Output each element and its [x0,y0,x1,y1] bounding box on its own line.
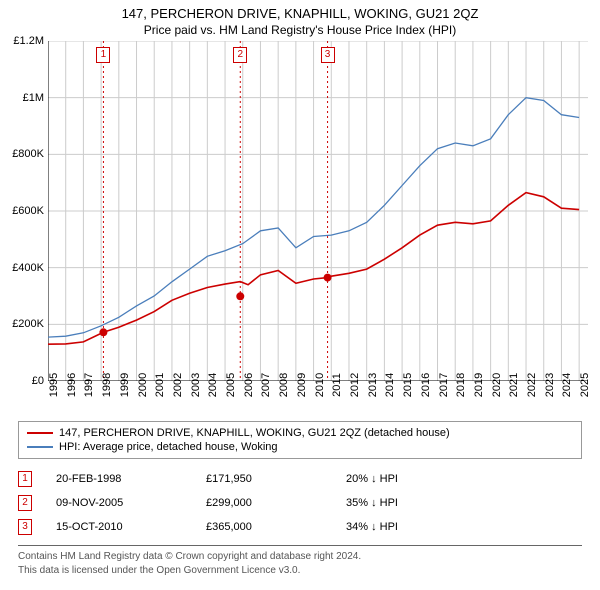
y-tick-label: £800K [12,148,48,160]
chart-title: 147, PERCHERON DRIVE, KNAPHILL, WOKING, … [0,0,600,21]
y-tick-label: £400K [12,262,48,274]
x-tick-label: 2011 [331,373,343,397]
sale-marker-icon: 2 [18,495,32,511]
x-tick-label: 2025 [579,373,591,397]
x-tick-label: 2015 [402,373,414,397]
sale-marker-box: 2 [233,47,247,63]
sale-marker-box: 1 [96,47,110,63]
x-tick-label: 1995 [48,373,60,397]
footer-line: Contains HM Land Registry data © Crown c… [18,550,582,564]
sale-price: £299,000 [206,497,346,509]
sale-marker-icon: 1 [18,471,32,487]
y-tick-label: £1.2M [13,35,48,47]
legend-label: 147, PERCHERON DRIVE, KNAPHILL, WOKING, … [59,427,450,439]
sales-row: 2 09-NOV-2005 £299,000 35% ↓ HPI [18,491,582,515]
x-tick-label: 1996 [66,373,78,397]
x-tick-label: 2018 [455,373,467,397]
x-tick-label: 2020 [491,373,503,397]
plot-area: £0£200K£400K£600K£800K£1M£1.2M 123 [48,41,588,381]
legend-item: HPI: Average price, detached house, Woki… [27,440,573,454]
x-tick-label: 2016 [420,373,432,397]
legend-label: HPI: Average price, detached house, Woki… [59,441,278,453]
chart-container: 147, PERCHERON DRIVE, KNAPHILL, WOKING, … [0,0,600,590]
x-tick-label: 2002 [172,373,184,397]
y-tick-label: £1M [23,92,48,104]
x-tick-label: 2001 [154,373,166,397]
sale-price: £365,000 [206,521,346,533]
chart-subtitle: Price paid vs. HM Land Registry's House … [0,21,600,41]
sale-price: £171,950 [206,473,346,485]
y-tick-label: £600K [12,205,48,217]
sale-date: 09-NOV-2005 [56,497,206,509]
x-tick-label: 2000 [137,373,149,397]
sales-row: 1 20-FEB-1998 £171,950 20% ↓ HPI [18,467,582,491]
sales-table: 1 20-FEB-1998 £171,950 20% ↓ HPI 2 09-NO… [18,467,582,539]
x-tick-label: 2006 [243,373,255,397]
sale-date: 20-FEB-1998 [56,473,206,485]
x-tick-label: 1998 [101,373,113,397]
sale-date: 15-OCT-2010 [56,521,206,533]
legend-item: 147, PERCHERON DRIVE, KNAPHILL, WOKING, … [27,426,573,440]
x-axis-labels: 1995199619971998199920002001200220032004… [48,381,588,415]
line-chart-svg [48,41,588,381]
x-tick-label: 2022 [526,373,538,397]
x-tick-label: 2024 [561,373,573,397]
x-tick-label: 2021 [508,373,520,397]
x-tick-label: 2023 [544,373,556,397]
x-tick-label: 2004 [207,373,219,397]
x-tick-label: 2008 [278,373,290,397]
x-tick-label: 2012 [349,373,361,397]
x-tick-label: 1999 [119,373,131,397]
attribution-footer: Contains HM Land Registry data © Crown c… [18,545,582,577]
x-tick-label: 2013 [367,373,379,397]
x-tick-label: 2005 [225,373,237,397]
sale-diff: 35% ↓ HPI [346,497,582,509]
legend-box: 147, PERCHERON DRIVE, KNAPHILL, WOKING, … [18,421,582,459]
sale-marker-box: 3 [321,47,335,63]
sales-row: 3 15-OCT-2010 £365,000 34% ↓ HPI [18,515,582,539]
x-tick-label: 2009 [296,373,308,397]
x-tick-label: 1997 [83,373,95,397]
legend-swatch [27,432,53,434]
x-tick-label: 2017 [438,373,450,397]
x-tick-label: 2010 [314,373,326,397]
x-tick-label: 2014 [384,373,396,397]
sale-diff: 20% ↓ HPI [346,473,582,485]
y-tick-label: £0 [32,375,48,387]
x-tick-label: 2019 [473,373,485,397]
sale-marker-icon: 3 [18,519,32,535]
y-tick-label: £200K [12,318,48,330]
sale-diff: 34% ↓ HPI [346,521,582,533]
legend-swatch [27,446,53,448]
x-tick-label: 2007 [260,373,272,397]
footer-line: This data is licensed under the Open Gov… [18,564,582,578]
x-tick-label: 2003 [190,373,202,397]
